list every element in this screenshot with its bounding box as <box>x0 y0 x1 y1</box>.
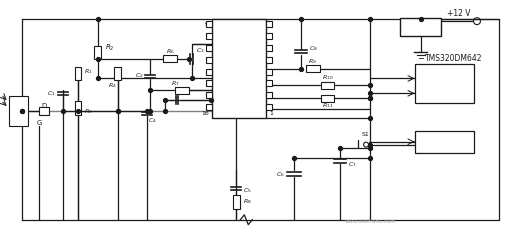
Text: $C_6$: $C_6$ <box>276 170 285 179</box>
Bar <box>266 69 272 75</box>
Text: $R_2$: $R_2$ <box>105 43 114 53</box>
Bar <box>75 67 81 80</box>
Text: $R_6$: $R_6$ <box>166 47 175 56</box>
Bar <box>306 65 320 72</box>
Bar <box>114 67 121 80</box>
Text: GP[5]: GP[5] <box>434 89 455 98</box>
Text: $R_4$: $R_4$ <box>108 81 116 90</box>
Bar <box>266 104 272 110</box>
Text: 16: 16 <box>201 110 209 116</box>
Text: $C_2$: $C_2$ <box>134 71 143 80</box>
Text: $R_7$: $R_7$ <box>171 79 180 88</box>
Text: $C_5$: $C_5$ <box>243 186 252 195</box>
Bar <box>75 101 81 115</box>
Text: +12 V: +12 V <box>448 9 471 18</box>
Bar <box>205 69 212 75</box>
Text: www.elecfans.com: www.elecfans.com <box>345 219 396 224</box>
Bar <box>205 80 212 86</box>
Text: 8: 8 <box>269 22 273 27</box>
Bar <box>266 57 272 63</box>
Bar <box>233 195 240 209</box>
Bar <box>94 46 101 59</box>
Text: $R_9$: $R_9$ <box>308 57 317 66</box>
Text: S1: S1 <box>361 132 369 137</box>
Bar <box>266 80 272 86</box>
Text: TMS320DM642: TMS320DM642 <box>425 54 483 63</box>
Text: 7805: 7805 <box>411 23 430 32</box>
Bar <box>9 96 28 126</box>
Bar <box>266 92 272 98</box>
Bar <box>266 45 272 51</box>
Text: D: D <box>42 103 47 109</box>
Bar <box>205 45 212 51</box>
Text: $C_1$: $C_1$ <box>47 89 56 98</box>
Bar <box>205 92 212 98</box>
Bar <box>400 18 441 36</box>
Text: 1: 1 <box>269 110 273 116</box>
Bar <box>212 19 266 118</box>
Text: $R_1$: $R_1$ <box>84 67 93 76</box>
Text: G: G <box>37 120 42 126</box>
Bar <box>163 55 177 62</box>
Text: $C_8$: $C_8$ <box>308 44 317 53</box>
Bar <box>205 33 212 39</box>
Bar <box>205 21 212 27</box>
Text: $R_{10}$: $R_{10}$ <box>322 73 333 82</box>
Text: $R_8$: $R_8$ <box>243 198 252 206</box>
Bar <box>320 82 334 89</box>
Bar <box>415 131 474 153</box>
Text: $C_3$: $C_3$ <box>196 46 204 55</box>
Text: 9: 9 <box>204 22 209 27</box>
Text: $C_4$: $C_4$ <box>148 116 157 125</box>
Text: PIR: PIR <box>13 108 24 114</box>
Text: $R_3$: $R_3$ <box>84 107 93 116</box>
Bar <box>266 33 272 39</box>
Bar <box>415 64 474 103</box>
Text: GP[4]: GP[4] <box>434 74 455 83</box>
Bar <box>39 107 49 115</box>
Bar <box>205 57 212 63</box>
Bar <box>205 104 212 110</box>
Bar <box>320 95 334 102</box>
Bar <box>266 21 272 27</box>
Text: $\overline{PND}$: $\overline{PND}$ <box>435 136 453 148</box>
Bar <box>175 87 189 94</box>
Text: BISS0001: BISS0001 <box>221 56 257 65</box>
Text: $C_7$: $C_7$ <box>348 160 357 169</box>
Text: $R_{11}$: $R_{11}$ <box>322 101 333 110</box>
